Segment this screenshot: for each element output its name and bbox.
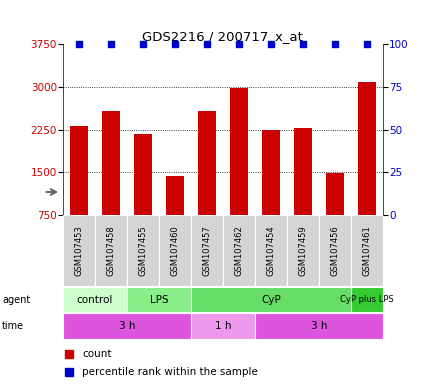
Text: CyP: CyP — [260, 295, 280, 305]
Bar — [286, 215, 318, 286]
Bar — [191, 215, 223, 286]
Title: GDS2216 / 200717_x_at: GDS2216 / 200717_x_at — [142, 30, 302, 43]
Bar — [134, 134, 151, 215]
Text: GSM107456: GSM107456 — [329, 225, 339, 276]
Bar — [63, 215, 95, 286]
Text: LPS: LPS — [149, 295, 168, 305]
Bar — [159, 215, 191, 286]
Bar — [102, 111, 119, 215]
Bar — [326, 173, 343, 215]
Bar — [70, 126, 88, 215]
Bar — [63, 313, 191, 339]
Bar — [191, 286, 350, 313]
Bar — [262, 129, 279, 215]
Text: GSM107462: GSM107462 — [234, 225, 243, 276]
Bar — [318, 215, 350, 286]
Text: time: time — [2, 321, 24, 331]
Text: GSM107455: GSM107455 — [138, 225, 147, 276]
Text: CyP plus LPS: CyP plus LPS — [339, 295, 393, 304]
Text: count: count — [82, 349, 112, 359]
Text: agent: agent — [2, 295, 30, 305]
Bar — [127, 215, 159, 286]
Text: GSM107459: GSM107459 — [298, 225, 307, 276]
Text: GSM107454: GSM107454 — [266, 225, 275, 276]
Bar — [350, 215, 382, 286]
Text: GSM107461: GSM107461 — [362, 225, 371, 276]
Text: control: control — [77, 295, 113, 305]
Text: percentile rank within the sample: percentile rank within the sample — [82, 367, 257, 377]
Text: 1 h: 1 h — [214, 321, 230, 331]
Bar — [230, 88, 247, 215]
Bar — [191, 313, 254, 339]
Bar — [95, 215, 127, 286]
Text: 3 h: 3 h — [310, 321, 326, 331]
Text: GSM107457: GSM107457 — [202, 225, 211, 276]
Bar — [198, 111, 215, 215]
Bar — [350, 286, 382, 313]
Bar — [293, 128, 311, 215]
Text: GSM107458: GSM107458 — [106, 225, 115, 276]
Bar — [357, 82, 375, 215]
Text: 3 h: 3 h — [118, 321, 135, 331]
Bar — [254, 215, 286, 286]
Bar — [63, 286, 127, 313]
Text: GSM107453: GSM107453 — [74, 225, 83, 276]
Bar — [166, 176, 183, 215]
Bar — [222, 215, 254, 286]
Bar — [127, 286, 191, 313]
Bar — [254, 313, 382, 339]
Text: GSM107460: GSM107460 — [170, 225, 179, 276]
